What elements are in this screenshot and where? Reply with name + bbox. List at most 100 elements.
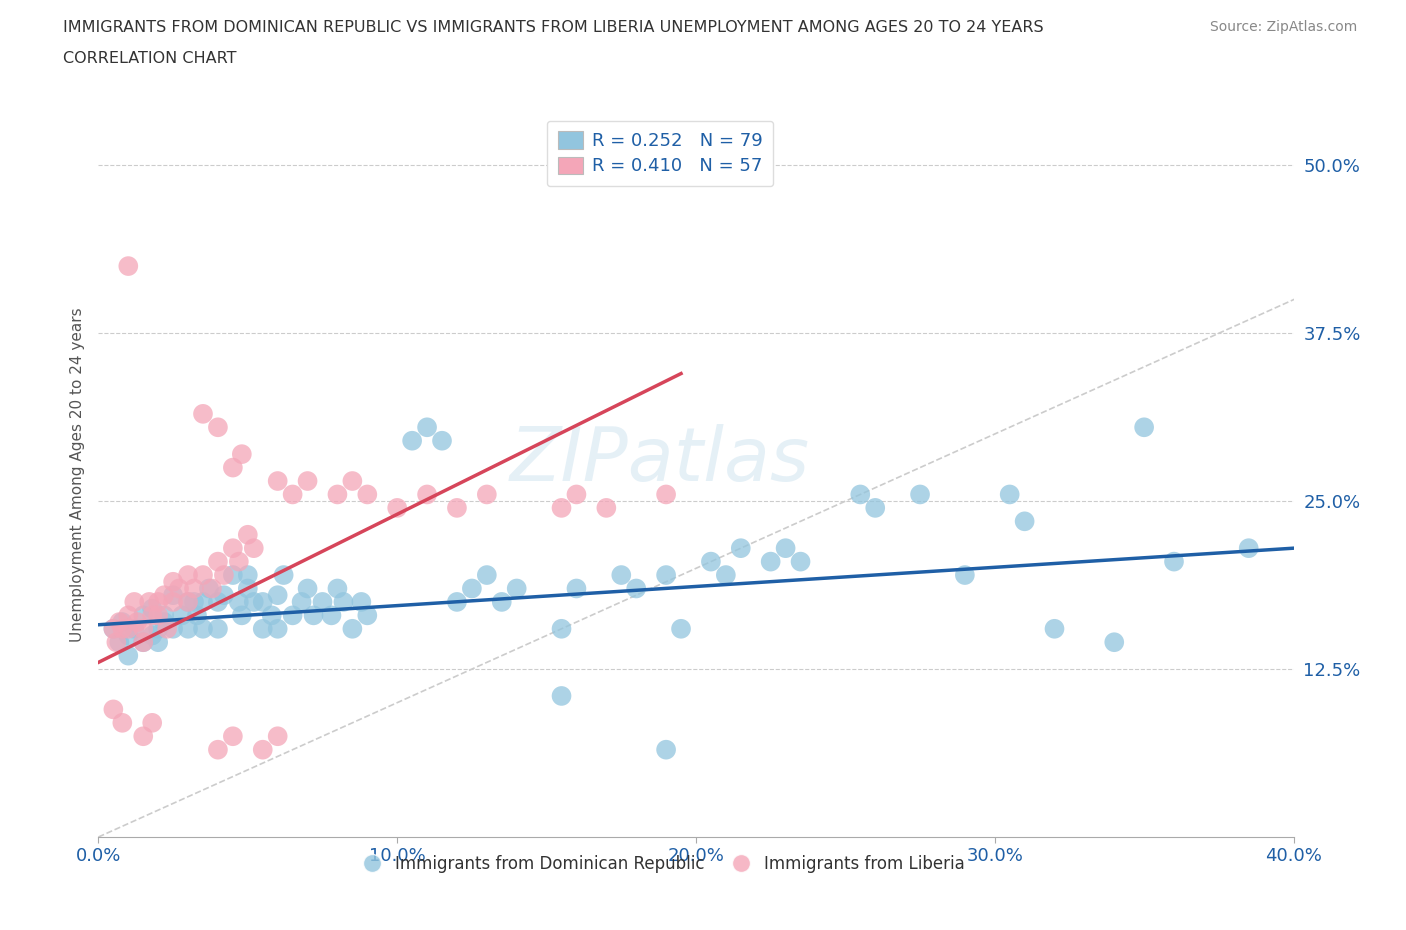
Point (201, 581, 224, 596)
Point (148, 594, 170, 609)
Point (430, 433, 453, 448)
Point (141, 715, 163, 730)
Point (191, 621, 214, 636)
Point (108, 635, 131, 650)
Point (111, 715, 134, 730)
Point (236, 567, 259, 582)
Point (207, 554, 229, 569)
Point (416, 419, 439, 434)
Point (849, 487, 872, 502)
Point (550, 688, 572, 703)
Point (177, 594, 200, 609)
Point (212, 588, 235, 603)
Point (117, 648, 139, 663)
Point (908, 487, 931, 502)
Point (132, 635, 155, 650)
Point (156, 621, 179, 636)
Point (356, 487, 378, 502)
Point (297, 581, 319, 596)
Point (385, 500, 409, 515)
Point (207, 594, 229, 609)
Point (281, 487, 304, 502)
Point (610, 567, 633, 582)
Point (595, 500, 617, 515)
Point (191, 594, 214, 609)
Text: CORRELATION CHART: CORRELATION CHART (63, 51, 236, 66)
Point (700, 554, 723, 569)
Point (332, 594, 354, 609)
Point (267, 588, 290, 603)
Point (231, 446, 253, 461)
Point (267, 473, 290, 488)
Point (297, 473, 319, 488)
Point (730, 540, 752, 555)
Point (311, 594, 333, 609)
Point (153, 615, 176, 630)
Point (132, 608, 155, 623)
Point (198, 581, 221, 596)
Point (243, 594, 266, 609)
Text: Source: ZipAtlas.com: Source: ZipAtlas.com (1209, 20, 1357, 34)
Point (172, 608, 194, 623)
Point (177, 594, 200, 609)
Point (326, 487, 349, 502)
Point (222, 540, 245, 555)
Point (775, 540, 797, 555)
Point (461, 581, 484, 596)
Point (103, 702, 125, 717)
Point (252, 742, 274, 757)
Point (260, 608, 283, 623)
Point (153, 608, 176, 623)
Point (291, 594, 314, 609)
Point (401, 433, 423, 448)
Point (132, 635, 155, 650)
Point (162, 575, 184, 590)
Point (342, 473, 364, 488)
Point (326, 581, 349, 596)
Point (655, 487, 678, 502)
Point (138, 594, 160, 609)
Point (655, 742, 678, 757)
Point (655, 567, 678, 582)
Point (117, 628, 139, 643)
Point (103, 621, 125, 636)
Point (124, 594, 146, 609)
Point (506, 581, 529, 596)
Point (1237, 540, 1260, 555)
Point (1133, 419, 1156, 434)
Point (356, 608, 378, 623)
Point (162, 588, 184, 603)
Point (148, 608, 170, 623)
Point (124, 621, 146, 636)
Point (475, 567, 498, 582)
Point (342, 621, 364, 636)
Point (162, 621, 184, 636)
Point (550, 621, 572, 636)
Point (446, 500, 468, 515)
Point (117, 621, 139, 636)
Point (207, 742, 229, 757)
Point (117, 608, 139, 623)
Point (117, 259, 139, 273)
Point (350, 594, 373, 609)
Point (127, 615, 149, 630)
Point (267, 621, 290, 636)
Point (141, 628, 163, 643)
Point (153, 588, 176, 603)
Point (714, 567, 737, 582)
Point (491, 594, 513, 609)
Point (321, 608, 343, 623)
Text: ZIPatlas: ZIPatlas (510, 424, 810, 496)
Point (222, 567, 245, 582)
Point (222, 460, 245, 475)
Point (108, 615, 131, 630)
Point (222, 729, 245, 744)
Point (111, 621, 134, 636)
Point (228, 594, 250, 609)
Point (243, 540, 266, 555)
Point (446, 594, 468, 609)
Point (273, 567, 295, 582)
Point (475, 487, 498, 502)
Point (132, 729, 155, 744)
Point (789, 554, 811, 569)
